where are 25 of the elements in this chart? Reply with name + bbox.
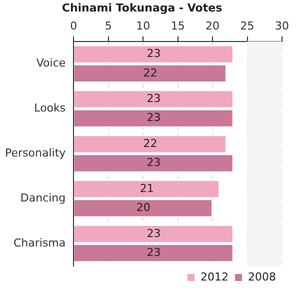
x-tick-label: 10 — [136, 20, 150, 33]
data-label: 23 — [146, 111, 161, 124]
y-tick-label: Charisma — [13, 236, 66, 250]
legend-label: 2012 — [200, 270, 229, 284]
y-tick-label: Dancing — [20, 191, 66, 204]
legend-label: 2008 — [248, 270, 276, 284]
data-label: 20 — [136, 201, 150, 214]
x-tick-label: 5 — [104, 20, 112, 33]
data-label: 22 — [143, 137, 158, 150]
data-label: 22 — [143, 66, 158, 80]
data-label: 23 — [146, 92, 161, 106]
chart-title: Chinami Tokunaga - Votes — [62, 1, 223, 14]
x-tick-label: 0 — [70, 20, 78, 33]
y-tick-label: Personality — [5, 146, 66, 160]
y-tick-label: Voice — [36, 56, 66, 70]
data-label: 23 — [146, 156, 161, 170]
x-tick-label: 20 — [206, 20, 220, 33]
x-tick-label: 25 — [240, 20, 254, 33]
x-tick-label: 15 — [170, 20, 185, 33]
x-tick-label: 30 — [275, 20, 289, 33]
data-label: 23 — [146, 226, 161, 240]
data-label: 23 — [146, 246, 161, 259]
y-tick-label: Looks — [34, 102, 66, 115]
data-label: 21 — [140, 182, 154, 195]
data-label: 23 — [146, 47, 161, 60]
